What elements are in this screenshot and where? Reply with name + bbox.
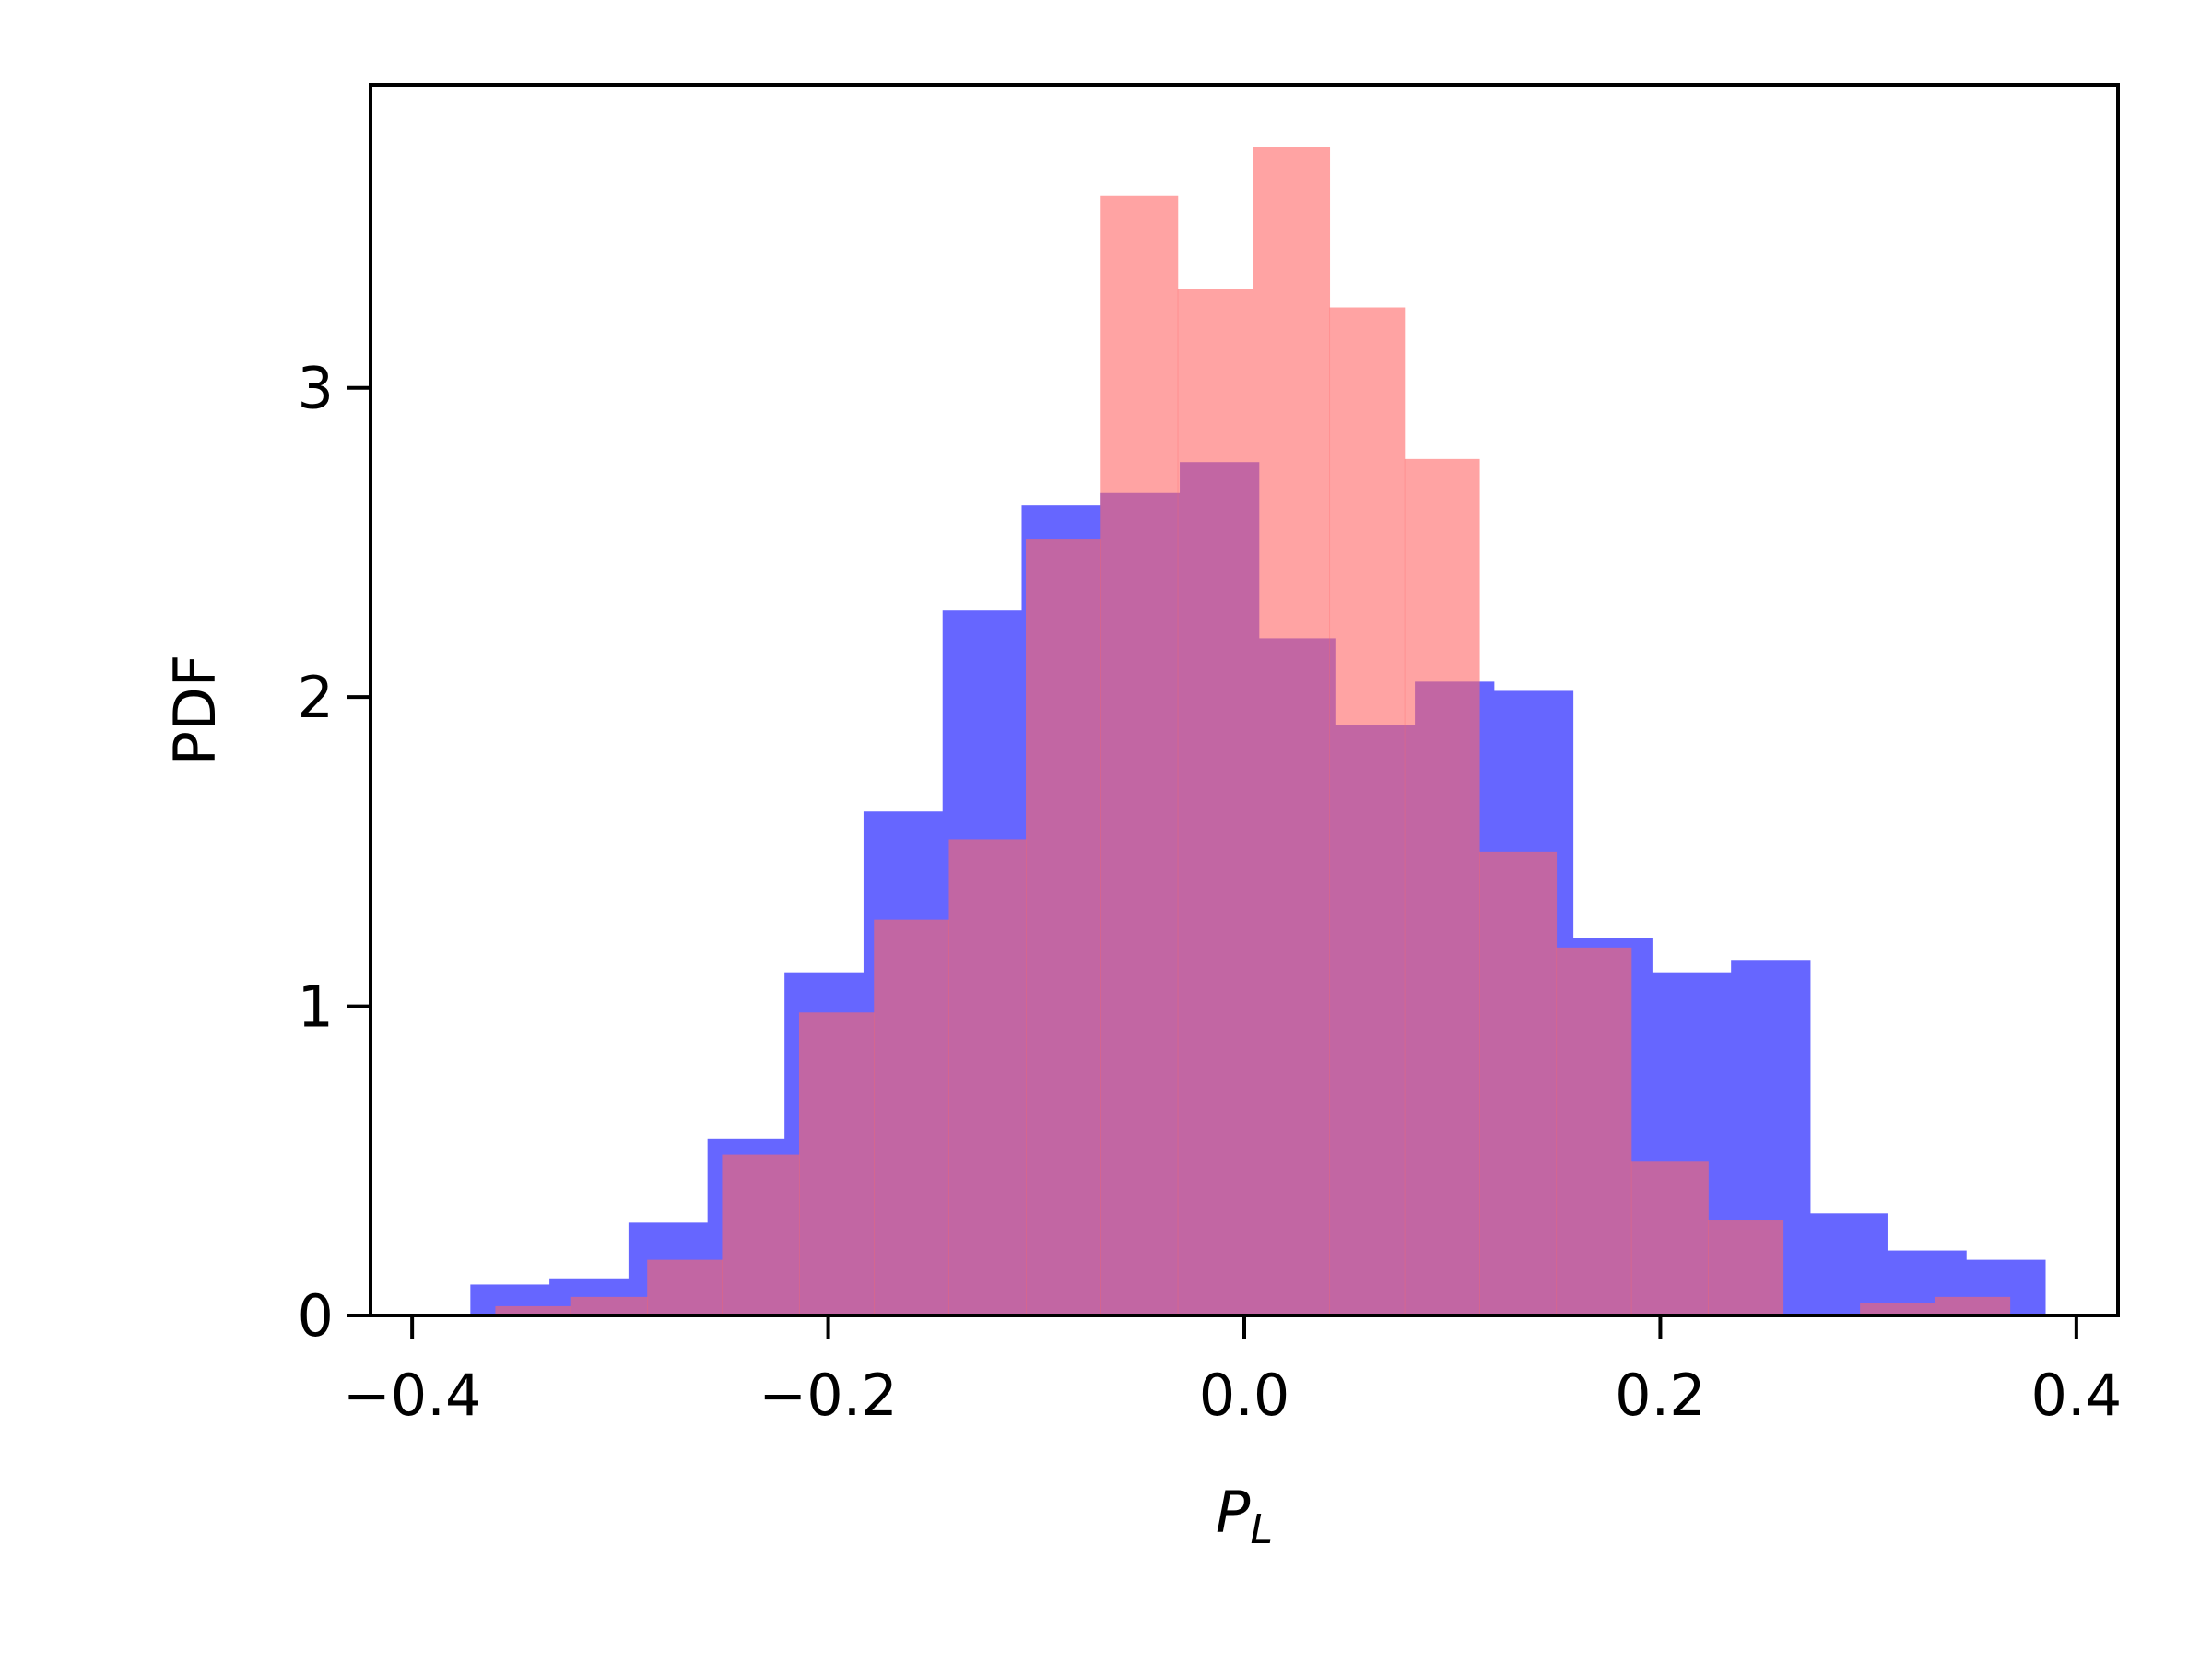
histogram-bar: [1935, 1296, 2011, 1315]
histogram-bar: [1404, 458, 1480, 1315]
y-tick-label: 3: [298, 355, 334, 422]
histogram-bar: [1100, 195, 1179, 1315]
x-tick-label: 0.4: [2031, 1362, 2123, 1429]
histogram-bar: [495, 1305, 571, 1315]
histogram-bar: [1860, 1303, 1936, 1315]
y-tick-label: 2: [298, 664, 334, 731]
x-axis-label-subscript: L: [1250, 1506, 1273, 1553]
histogram-bar: [798, 1012, 875, 1315]
histogram-bar: [1026, 539, 1101, 1315]
x-tick-label: 0.0: [1199, 1362, 1290, 1429]
x-axis-ticks: −0.4 −0.2 0.0 0.2 0.4: [343, 1315, 2122, 1429]
histogram-bar: [874, 919, 949, 1315]
y-tick-label: 0: [298, 1282, 334, 1350]
histogram-bar: [1708, 1220, 1784, 1315]
y-axis-ticks: 0 1 2 3: [298, 355, 371, 1350]
y-axis-label: PDF: [161, 655, 229, 766]
x-axis-label-main: P: [1216, 1479, 1251, 1546]
x-tick-label: −0.4: [343, 1362, 482, 1429]
x-tick-label: 0.2: [1615, 1362, 1706, 1429]
histogram-bar: [1630, 1161, 1709, 1315]
histogram-bar: [570, 1296, 648, 1315]
histogram-bar: [1329, 307, 1406, 1315]
histogram-bar: [1479, 851, 1558, 1315]
x-tick-label: −0.2: [759, 1362, 898, 1429]
histogram-bar: [647, 1259, 723, 1315]
series-red-bars: [495, 147, 2011, 1316]
histogram-bar: [1809, 1213, 1888, 1315]
x-axis-label: PL: [1216, 1479, 1273, 1553]
histogram-bar: [1556, 947, 1632, 1315]
histogram-bar: [722, 1154, 800, 1315]
histogram-bar: [948, 839, 1027, 1315]
histogram-bar: [1253, 147, 1331, 1315]
y-tick-label: 1: [298, 973, 334, 1041]
histogram-bar: [1177, 289, 1253, 1316]
